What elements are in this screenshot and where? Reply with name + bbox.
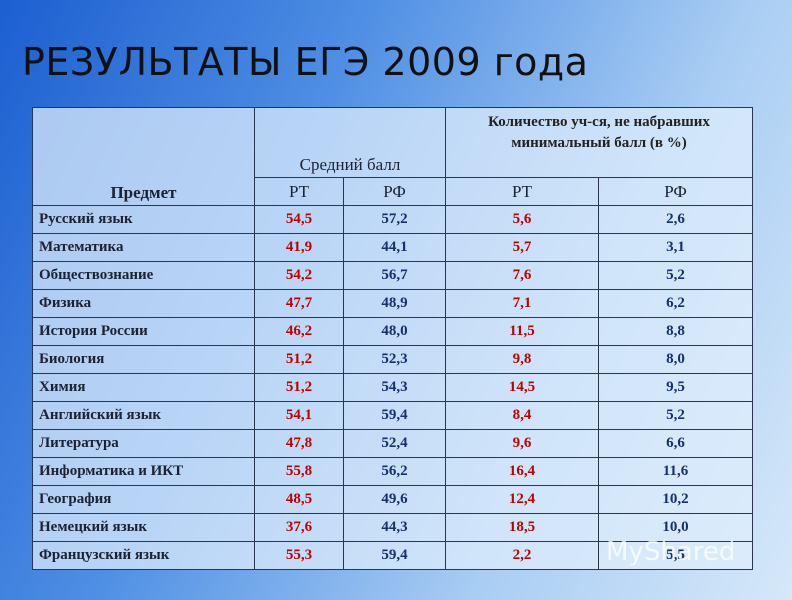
value-cell: 11,5 [445,317,600,346]
table-row: Немецкий язык 37,6 44,3 18,5 10,0 [32,513,754,542]
value-cell: 44,3 [342,513,447,542]
value-cell: 49,6 [342,485,447,514]
subject-cell: Биология [32,345,255,374]
value-cell: 14,5 [445,373,600,402]
table-row: Химия 51,2 54,3 14,5 9,5 [32,373,754,402]
value-cell: 55,3 [254,541,344,570]
table-row: Физика 47,7 48,9 7,1 6,2 [32,289,754,318]
subheader-cell: РФ [342,177,447,206]
subject-cell: Немецкий язык [32,513,255,542]
table-row: Литература 47,8 52,4 9,6 6,6 [32,429,754,458]
value-cell: 57,2 [342,205,447,234]
value-cell: 12,4 [445,485,600,514]
subject-cell: Физика [32,289,255,318]
value-cell: 41,9 [254,233,344,262]
value-cell: 54,1 [254,401,344,430]
value-cell: 5,2 [598,261,754,290]
subject-cell: Информатика и ИКТ [32,457,255,486]
value-cell: 54,2 [254,261,344,290]
value-cell: 3,1 [598,233,754,262]
table-row: Математика 41,9 44,1 5,7 3,1 [32,233,754,262]
value-cell: 59,4 [342,541,447,570]
table-row: Биология 51,2 52,3 9,8 8,0 [32,345,754,374]
value-cell: 8,0 [598,345,754,374]
table-row: География 48,5 49,6 12,4 10,2 [32,485,754,514]
subject-cell: Английский язык [32,401,255,430]
value-cell: 2,6 [598,205,754,234]
subject-cell: Математика [32,233,255,262]
value-cell: 11,6 [598,457,754,486]
value-cell: 46,2 [254,317,344,346]
value-cell: 7,6 [445,261,600,290]
value-cell: 48,9 [342,289,447,318]
table-row: Информатика и ИКТ 55,8 56,2 16,4 11,6 [32,457,754,486]
value-cell: 47,7 [254,289,344,318]
subheader-cell: РФ [598,177,754,206]
header-cell: Средний балл [253,107,447,178]
value-cell: 5,7 [445,233,600,262]
value-cell: 10,2 [598,485,754,514]
value-cell: 6,2 [598,289,754,318]
subject-cell: География [32,485,255,514]
value-cell: 56,2 [342,457,447,486]
value-cell: 5,5 [598,541,754,570]
subject-cell: Обществознание [32,261,255,290]
value-cell: 47,8 [254,429,344,458]
subheader-cell: РТ [254,177,344,206]
table-row: Французский язык 55,3 59,4 2,2 5,5 [32,541,754,570]
value-cell: 9,8 [445,345,600,374]
watermark: MyShared [606,537,736,567]
subheader-cell: РТ [445,177,600,206]
table-row: Английский язык 54,1 59,4 8,4 5,2 [32,401,754,430]
value-cell: 44,1 [342,233,447,262]
value-cell: 16,4 [445,457,600,486]
header-cell: Предмет [32,107,255,206]
table-row: Русский язык 54,5 57,2 5,6 2,6 [32,205,754,234]
value-cell: 48,0 [342,317,447,346]
subject-cell: Русский язык [32,205,255,234]
value-cell: 9,6 [445,429,600,458]
value-cell: 5,2 [598,401,754,430]
value-cell: 8,4 [445,401,600,430]
value-cell: 52,3 [342,345,447,374]
table-row: Обществознание 54,2 56,7 7,6 5,2 [32,261,754,290]
value-cell: 2,2 [445,541,600,570]
value-cell: 7,1 [445,289,600,318]
slide-title: РЕЗУЛЬТАТЫ ЕГЭ 2009 года [22,40,589,84]
results-table: Предмет Средний балл Количество уч-ся, н… [32,107,754,570]
value-cell: 5,6 [445,205,600,234]
value-cell: 55,8 [254,457,344,486]
value-cell: 59,4 [342,401,447,430]
value-cell: 10,0 [598,513,754,542]
value-cell: 56,7 [342,261,447,290]
table-row: История России 46,2 48,0 11,5 8,8 [32,317,754,346]
value-cell: 48,5 [254,485,344,514]
header-cell: Количество уч-ся, не набравших минимальн… [445,107,754,178]
value-cell: 18,5 [445,513,600,542]
value-cell: 37,6 [254,513,344,542]
value-cell: 51,2 [254,373,344,402]
value-cell: 51,2 [254,345,344,374]
value-cell: 52,4 [342,429,447,458]
subject-cell: Химия [32,373,255,402]
subject-cell: Литература [32,429,255,458]
subject-cell: История России [32,317,255,346]
value-cell: 54,3 [342,373,447,402]
value-cell: 8,8 [598,317,754,346]
value-cell: 6,6 [598,429,754,458]
value-cell: 54,5 [254,205,344,234]
subject-cell: Французский язык [32,541,255,570]
value-cell: 9,5 [598,373,754,402]
